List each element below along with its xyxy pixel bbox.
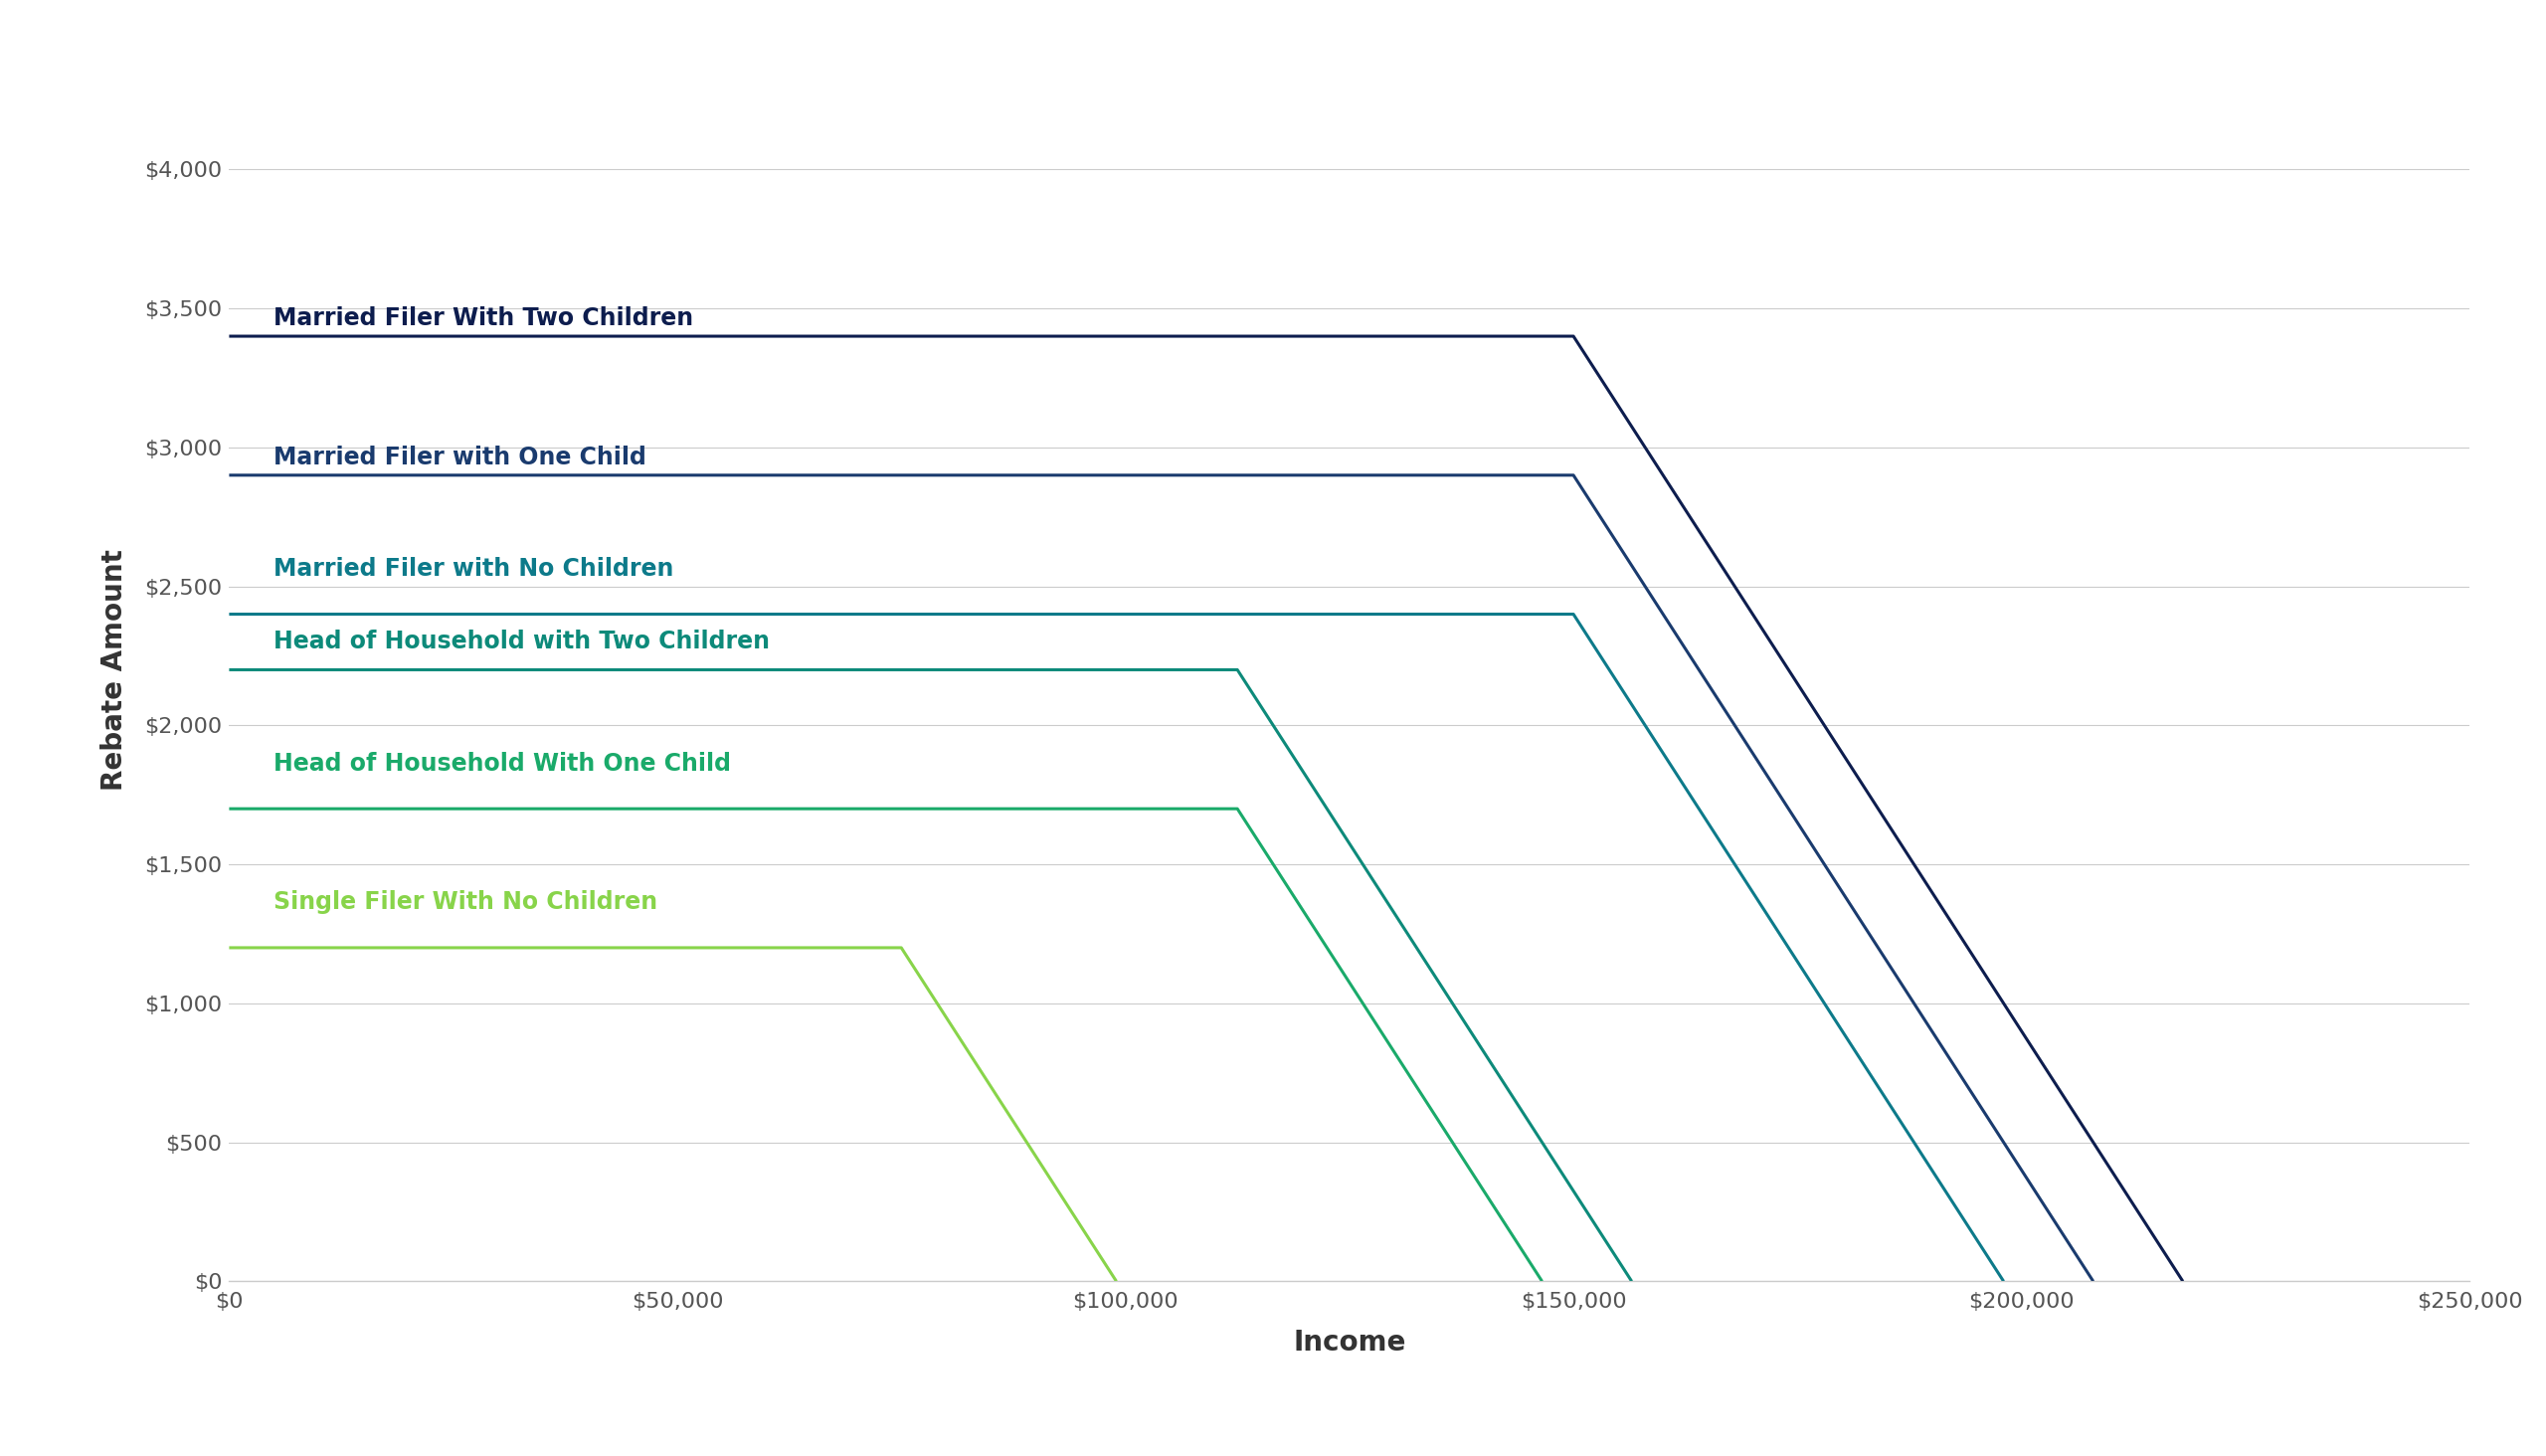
Text: Single Filer With No Children: Single Filer With No Children (275, 891, 657, 914)
Y-axis label: Rebate Amount: Rebate Amount (99, 549, 127, 791)
Text: Married Filer With Two Children: Married Filer With Two Children (275, 307, 693, 331)
Text: Head of Household with Two Children: Head of Household with Two Children (275, 629, 771, 654)
X-axis label: Income: Income (1293, 1329, 1405, 1357)
Text: Married Filer with One Child: Married Filer with One Child (275, 446, 647, 470)
Text: Married Filer with No Children: Married Filer with No Children (275, 558, 675, 581)
Text: Head of Household With One Child: Head of Household With One Child (275, 751, 731, 776)
